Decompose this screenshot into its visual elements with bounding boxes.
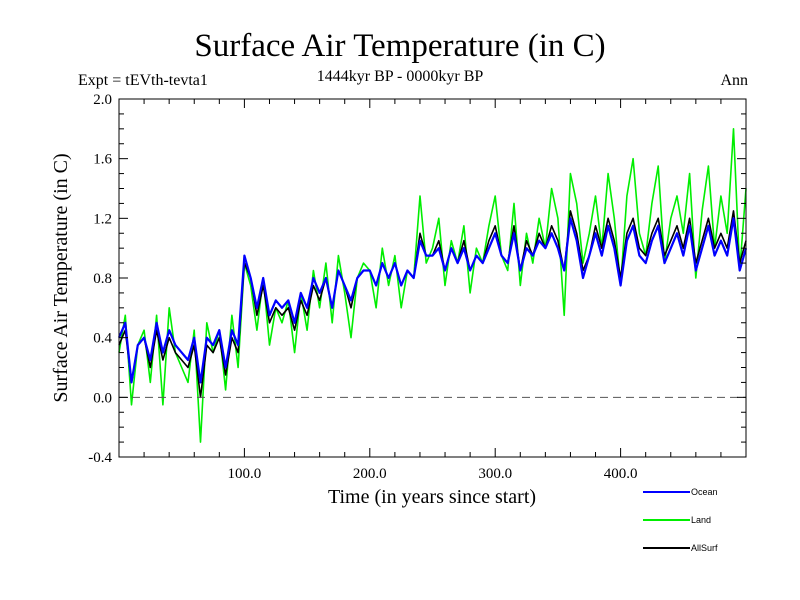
legend: Ocean Land AllSurf [643,487,718,553]
experiment-label: Expt = tEVth-tevta1 [78,72,208,89]
x-tick-label: 300.0 [478,466,512,482]
y-tick-label: -0.4 [88,450,112,466]
period-label: 1444kyr BP - 0000kyr BP [316,68,484,85]
tick-labels-layer: 100.0 200.0 300.0 400.0 -0.4 0.0 0.4 0.8 1.2 1.6 2… [88,92,637,482]
series-line-ocean [117,217,748,384]
y-axis-label: Surface Air Temperature (in C) [50,153,72,402]
ticks-layer [119,98,746,458]
series-line-land [118,128,747,443]
y-tick-label: 2.0 [93,92,112,108]
x-tick-label: 100.0 [228,466,262,482]
y-tick-label: 1.6 [93,152,112,168]
legend-label-ocean: Ocean [691,487,718,497]
y-tick-label: 0.0 [93,390,112,406]
y-tick-label: 0.4 [93,331,112,347]
x-axis-label: Time (in years since start) [328,486,536,508]
season-label: Ann [720,72,748,89]
legend-label-allsurf: AllSurf [691,543,718,553]
x-tick-label: 400.0 [604,466,638,482]
legend-label-land: Land [691,515,711,525]
series-layer [117,128,748,443]
x-tick-label: 200.0 [353,466,387,482]
chart-title: Surface Air Temperature (in C) [194,28,606,64]
plot-frame [118,98,747,458]
y-tick-label: 1.2 [93,211,112,227]
y-tick-label: 0.8 [93,271,112,287]
